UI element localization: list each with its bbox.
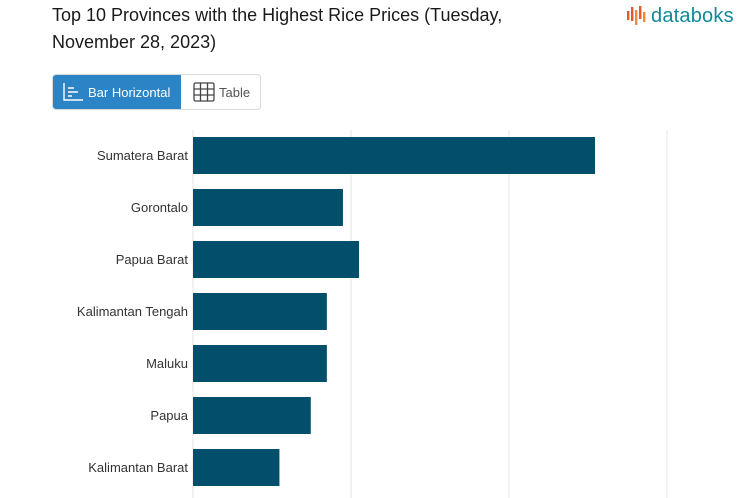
bar[interactable] (193, 449, 280, 486)
category-label: Sumatera Barat (97, 148, 188, 163)
bar[interactable] (193, 293, 327, 330)
bar-chart-icon (62, 82, 84, 102)
bar[interactable] (193, 241, 360, 278)
databoks-logo: databoks (626, 4, 734, 28)
bar[interactable] (193, 189, 343, 226)
tab-table[interactable]: Table (181, 75, 260, 109)
bar[interactable] (193, 137, 595, 174)
bars (193, 137, 595, 486)
table-grid-icon (193, 82, 215, 102)
category-label: Papua (150, 408, 188, 423)
category-label: Gorontalo (131, 200, 188, 215)
category-label: Kalimantan Barat (88, 460, 188, 475)
category-label: Kalimantan Tengah (77, 304, 188, 319)
bar[interactable] (193, 397, 311, 434)
tab-bar-horizontal[interactable]: Bar Horizontal (53, 75, 181, 109)
category-label: Papua Barat (116, 252, 189, 267)
logo-text: databoks (651, 4, 734, 27)
logo-bars-icon (627, 6, 646, 25)
category-labels: Sumatera Barat Gorontalo Papua Barat Kalima… (77, 148, 189, 475)
bar[interactable] (193, 345, 327, 382)
tab-table-label: Table (219, 84, 251, 100)
chart-title: Top 10 Provinces with the Highest Rice P… (52, 5, 503, 52)
view-toggle: Bar Horizontal Table (52, 74, 261, 110)
tab-bar-horizontal-label: Bar Horizontal (88, 84, 171, 100)
category-label: Maluku (146, 356, 188, 371)
